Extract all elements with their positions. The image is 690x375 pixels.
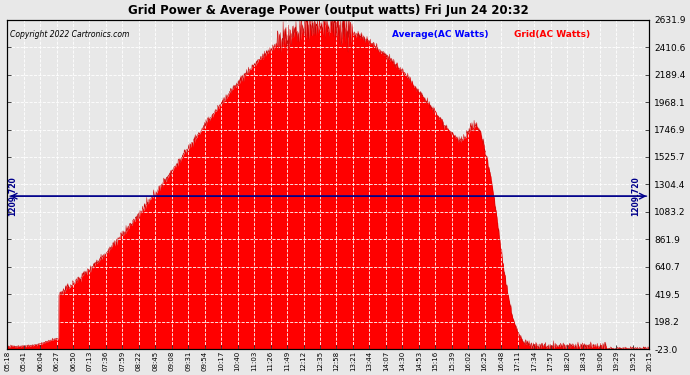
Text: 1209.720: 1209.720 xyxy=(8,176,17,216)
Text: Copyright 2022 Cartronics.com: Copyright 2022 Cartronics.com xyxy=(10,30,130,39)
Text: Grid(AC Watts): Grid(AC Watts) xyxy=(515,30,591,39)
Text: Average(AC Watts): Average(AC Watts) xyxy=(393,30,489,39)
Title: Grid Power & Average Power (output watts) Fri Jun 24 20:32: Grid Power & Average Power (output watts… xyxy=(128,4,529,17)
Text: 1209.720: 1209.720 xyxy=(631,176,640,216)
